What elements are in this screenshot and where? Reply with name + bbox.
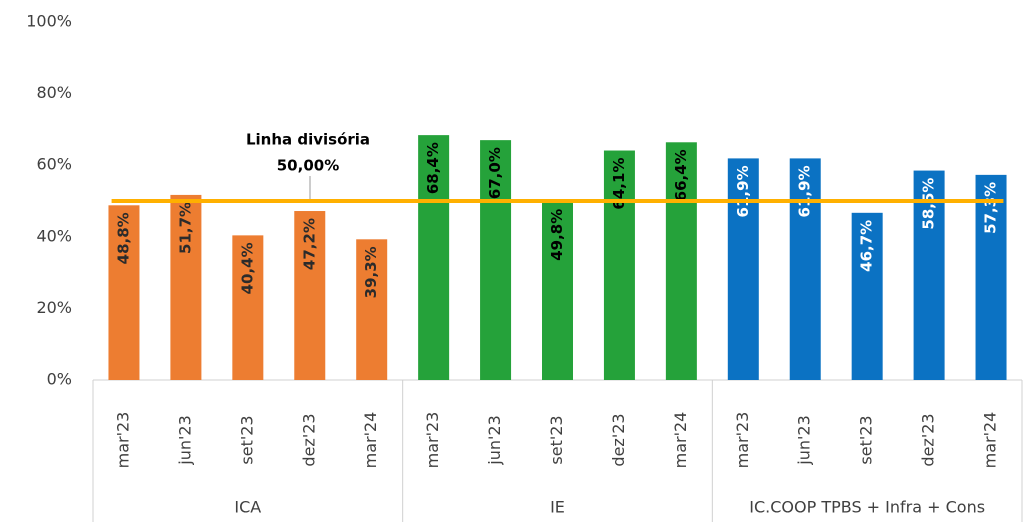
group-label: IC.COOP TPBS + Infra + Cons — [749, 498, 985, 517]
x-tick-label: mar'23 — [423, 412, 442, 469]
bar — [542, 201, 573, 380]
data-label: 61,9% — [734, 165, 752, 217]
data-label: 61,9% — [796, 165, 814, 217]
data-label: 68,4% — [424, 142, 442, 194]
bar — [418, 135, 450, 380]
x-tick-label: mar'23 — [733, 412, 752, 469]
x-tick-label: mar'24 — [361, 412, 380, 469]
y-tick-label: 60% — [36, 155, 72, 174]
x-tick-label: jun'23 — [175, 415, 194, 465]
bar — [851, 212, 883, 380]
x-tick-label: mar'23 — [113, 412, 132, 469]
x-tick-label: dez'23 — [299, 413, 318, 466]
bar — [170, 194, 202, 380]
bar — [108, 205, 140, 380]
group-label: IE — [550, 498, 565, 517]
bar — [294, 211, 326, 380]
data-label: 67,0% — [486, 147, 504, 199]
data-label: 66,4% — [672, 149, 690, 201]
x-tick-label: dez'23 — [919, 413, 938, 466]
data-label: 40,4% — [238, 242, 256, 294]
bar — [975, 174, 1007, 380]
x-tick-label: set'23 — [857, 415, 876, 464]
y-tick-label: 80% — [36, 83, 72, 102]
bar — [789, 158, 821, 380]
data-label: 48,8% — [114, 212, 132, 264]
x-tick-label: mar'24 — [981, 412, 1000, 469]
data-label: 39,3% — [362, 246, 380, 298]
data-label: 57,3% — [982, 182, 1000, 234]
reference-value-label: 50,00% — [277, 157, 339, 175]
data-label: 47,2% — [300, 218, 318, 270]
bar — [665, 142, 697, 380]
data-label: 46,7% — [858, 220, 876, 272]
y-tick-label: 0% — [47, 370, 72, 389]
data-label: 64,1% — [610, 158, 628, 210]
y-tick-label: 100% — [26, 12, 72, 31]
group-label: ICA — [234, 498, 261, 517]
bar — [480, 140, 512, 380]
reference-label: Linha divisória — [246, 131, 370, 149]
data-label: 51,7% — [176, 202, 194, 254]
data-label: 49,8% — [548, 209, 566, 261]
x-tick-label: jun'23 — [795, 415, 814, 465]
x-tick-label: set'23 — [547, 415, 566, 464]
data-label: 58,5% — [920, 178, 938, 230]
y-tick-label: 20% — [36, 298, 72, 317]
x-tick-label: mar'24 — [671, 412, 690, 469]
x-tick-label: set'23 — [237, 415, 256, 464]
x-tick-label: jun'23 — [485, 415, 504, 465]
bar — [232, 235, 264, 380]
bar — [356, 239, 388, 380]
bar — [727, 158, 759, 380]
x-tick-label: dez'23 — [609, 413, 628, 466]
bar — [603, 150, 635, 380]
bar — [913, 170, 945, 380]
y-tick-label: 40% — [36, 226, 72, 245]
